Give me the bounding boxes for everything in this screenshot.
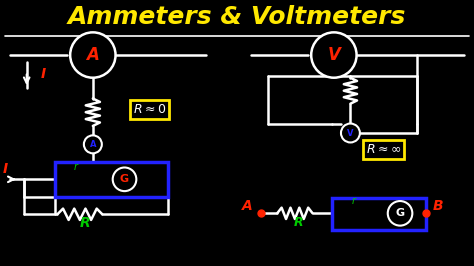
Text: G: G (395, 208, 405, 218)
Text: Ammeters & Voltmeters: Ammeters & Voltmeters (68, 5, 406, 29)
Text: V: V (328, 46, 340, 64)
Circle shape (84, 135, 102, 153)
Text: A: A (242, 198, 253, 213)
Circle shape (113, 168, 137, 191)
Text: r: r (351, 196, 356, 206)
Text: R: R (294, 216, 303, 229)
Circle shape (388, 201, 412, 226)
Circle shape (70, 32, 116, 78)
Bar (331, 198, 426, 230)
Circle shape (341, 123, 360, 143)
Text: A: A (90, 140, 96, 149)
Text: G: G (120, 174, 129, 184)
Text: B: B (433, 198, 444, 213)
Text: R: R (80, 215, 91, 230)
Bar (55, 162, 168, 197)
Text: $R \approx 0$: $R \approx 0$ (133, 103, 166, 116)
Text: r: r (74, 162, 78, 172)
Text: I: I (3, 162, 8, 176)
Text: $R \approx \infty$: $R \approx \infty$ (366, 143, 401, 156)
Text: V: V (347, 128, 354, 138)
Text: I: I (41, 67, 46, 81)
Circle shape (311, 32, 356, 78)
Text: A: A (86, 46, 99, 64)
